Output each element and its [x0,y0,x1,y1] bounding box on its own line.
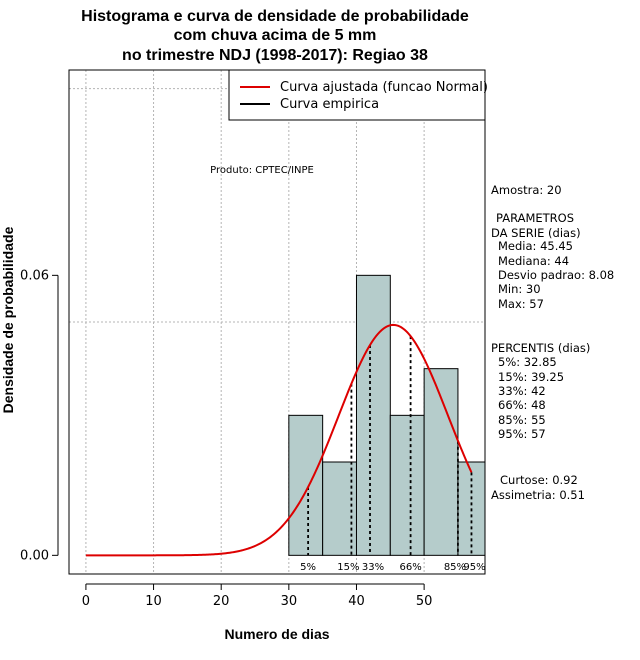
percentile-label: 95% [463,562,485,573]
x-tick-label: 30 [281,594,298,609]
stat-stddev: Desvio padrao: 8.08 [498,268,614,282]
x-tick-label: 0 [82,594,90,609]
percentile-5: 5%: 32.85 [498,355,557,369]
percentile-33: 33%: 42 [498,384,546,398]
chart-title-line-2: com chuva acima de 5 mm [174,27,377,44]
histogram-bar [288,414,324,556]
chart-title-line-3: no trimestre NDJ (1998-2017): Regiao 38 [122,47,428,64]
sample-size: Amostra: 20 [491,183,562,197]
chart-title-line-1: Histograma e curva de densidade de proba… [81,8,469,25]
percentile-15: 15%: 39.25 [498,370,564,384]
percentile-66: 66%: 48 [498,398,546,412]
axes: 0 10 20 30 40 50 0.00 0.06 [20,268,432,609]
histogram-bars [288,274,486,556]
normal-curve [85,323,473,557]
percentile-label: 85% [444,562,466,573]
percentile-label: 33% [362,562,384,573]
percentiles-title: PERCENTIS (dias) [491,341,590,355]
percentile-lines: 5% 15% 33% 66% 85%95% [300,336,486,573]
percentile-85: 85%: 55 [498,413,546,427]
percentile-label: 5% [300,562,316,573]
y-axis-title: Densidade de probabilidade [0,226,16,413]
histogram-bar [389,414,425,556]
legend-label-empirical: Curva empirica [280,97,379,112]
normal-curve-group [85,323,473,557]
y-tick-label: 0.00 [20,548,49,563]
legend-box [228,69,486,121]
kurtosis: Curtose: 0.92 [500,473,578,487]
y-tick-label: 0.06 [20,268,49,283]
stat-median: Mediana: 44 [498,254,569,268]
legend-label-normal: Curva ajustada (funcao Normal) [280,80,488,95]
x-tick-label: 50 [416,594,433,609]
stat-mean: Media: 45.45 [498,239,573,253]
percentile-label: 66% [399,562,421,573]
x-tick-label: 20 [213,594,230,609]
x-tick-label: 40 [348,594,365,609]
stat-max: Max: 57 [498,297,544,311]
statistics-panel: Amostra: 20 PARAMETROS DA SERIE (dias) M… [491,183,614,502]
histogram-bar [355,274,391,556]
x-tick-label: 10 [145,594,162,609]
parameters-title-1: PARAMETROS [496,211,574,225]
percentile-95: 95%: 57 [498,427,546,441]
parameters-title-2: DA SERIE (dias) [491,226,581,240]
skewness: Assimetria: 0.51 [491,488,585,502]
x-axis-title: Numero de dias [224,626,329,642]
legend: Curva ajustada (funcao Normal) Curva emp… [228,69,488,121]
stat-min: Min: 30 [498,282,541,296]
product-annotation: Produto: CPTEC/INPE [210,165,314,176]
percentile-label: 15% [337,562,359,573]
